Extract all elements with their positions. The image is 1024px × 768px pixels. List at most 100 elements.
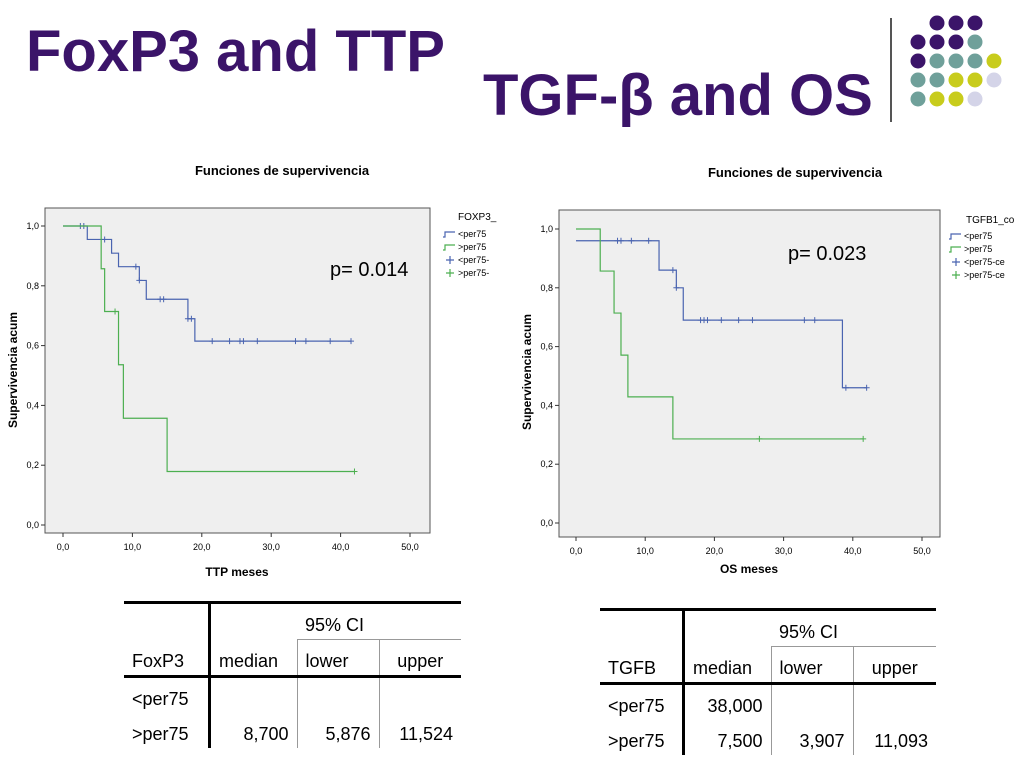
decorative-dot [967,72,983,88]
table-row: <per75 [124,676,461,714]
legend-title: FOXP3_ [458,212,497,223]
tgfb-median-table: 95% CI TGFB median lower upper <per75 38… [600,608,936,755]
legend-entry: >per75 [964,244,992,254]
censor-mark [240,338,247,345]
decorative-dot [910,53,926,69]
lower-cell [770,683,853,720]
x-tick-label: 0,0 [570,546,583,556]
plot-area [558,209,941,538]
censor-mark [617,237,624,244]
km-chart-tgfb-os: Funciones de supervivencia 0,00,20,40,60… [520,165,1015,576]
slide-title-foxp3: FoxP3 and TTP [26,19,445,84]
x-tick-label: 10,0 [636,546,654,556]
censor-mark [226,338,233,345]
median-header: median [683,646,771,685]
censor-mark [209,338,216,345]
decorative-dot [910,72,926,88]
decorative-dot [986,53,1002,69]
survival-curves [576,228,870,442]
censor-mark [669,267,676,274]
y-tick-label: 0,2 [540,459,553,469]
decorative-dot [967,53,983,69]
chart-title: Funciones de supervivencia [708,165,883,180]
x-tick-label: 20,0 [706,546,724,556]
y-tick-label: 0,4 [540,400,553,410]
x-tick-label: 0,0 [57,542,70,552]
x-axis: 0,0 10,0 20,0 30,0 40,0 50,0 [570,537,931,556]
median-cell: 38,000 [707,696,763,716]
decorative-dot [948,34,964,50]
group-header: FoxP3 [124,639,211,678]
decorative-dot [929,53,945,69]
y-tick-label: 1,0 [26,221,39,231]
decorative-dot-grid [910,15,1002,107]
x-tick-label: 10,0 [124,542,142,552]
decorative-dot [986,72,1002,88]
y-tick-label: 1,0 [540,224,553,234]
decorative-dot [929,72,945,88]
legend-entry: <per75 [458,229,486,239]
foxp3-median-table: 95% CI FoxP3 median lower upper <per75 >… [124,601,461,748]
upper-cell: 11,524 [378,713,461,748]
decorative-dot [948,15,964,31]
y-axis-label: Supervivencia acum [520,314,534,430]
group-cell: >per75 [600,720,685,755]
censor-mark [718,317,725,324]
median-cell [210,677,298,714]
decorative-dot [929,91,945,107]
censor-mark [132,263,139,270]
censor-mark [302,338,309,345]
censor-mark [860,435,867,442]
censor-mark [863,384,870,391]
lower-header: lower [770,646,853,685]
censor-mark [327,338,334,345]
table-median-spacer [683,608,771,647]
slide-title-tgfb: TGF-β and OS [483,63,873,128]
x-axis-label: TTP meses [205,565,268,579]
censor-mark [292,338,299,345]
upper-header: upper [852,646,936,685]
legend-entry: <per75 [964,231,992,241]
p-value-annotation: p= 0.014 [330,259,408,281]
ci-header: 95% CI [297,601,461,640]
survival-line-1 [576,228,864,440]
legend-line-swatch [443,231,455,238]
censor-mark [645,237,652,244]
censor-mark [673,284,680,291]
p-value-annotation: p= 0.023 [788,243,866,265]
table-corner [124,601,211,640]
group-cell: <per75 [600,683,685,720]
decorative-dot [948,91,964,107]
censor-mark [735,317,742,324]
censor-mark [801,317,808,324]
x-tick-label: 30,0 [775,546,793,556]
decorative-dot [910,34,926,50]
y-tick-label: 0,0 [26,520,39,530]
y-axis: 0,0 0,2 0,4 0,6 0,8 1,0 [26,221,45,530]
median-cell: 7,500 [717,731,763,751]
y-tick-label: 0,4 [26,400,39,410]
y-tick-label: 0,2 [26,460,39,470]
survival-line-0 [576,240,867,389]
lower-header: lower [296,639,379,678]
legend-censor-swatch [952,258,960,266]
group-header: TGFB [600,646,685,685]
plot-area [44,207,431,534]
upper-cell [378,676,461,713]
censor-mark [842,384,849,391]
decorative-dot [948,72,964,88]
legend-entry: <per75-ce [964,257,1005,267]
y-tick-label: 0,0 [540,518,553,528]
y-tick-label: 0,6 [26,341,39,351]
censor-mark [704,317,711,324]
legend-entry: >per75 [458,242,486,252]
table-median-spacer [209,601,297,640]
survival-curves [63,223,358,475]
decorative-dot [967,34,983,50]
group-cell: <per75 [124,676,211,713]
y-axis: 0,0 0,2 0,4 0,6 0,8 1,0 [540,224,559,528]
table-corner [600,608,685,647]
censor-mark [188,315,195,322]
legend: TGFB1_co <per75 >per75 <per75-ce >per75-ce [949,215,1015,280]
legend-censor-swatch [446,256,454,264]
